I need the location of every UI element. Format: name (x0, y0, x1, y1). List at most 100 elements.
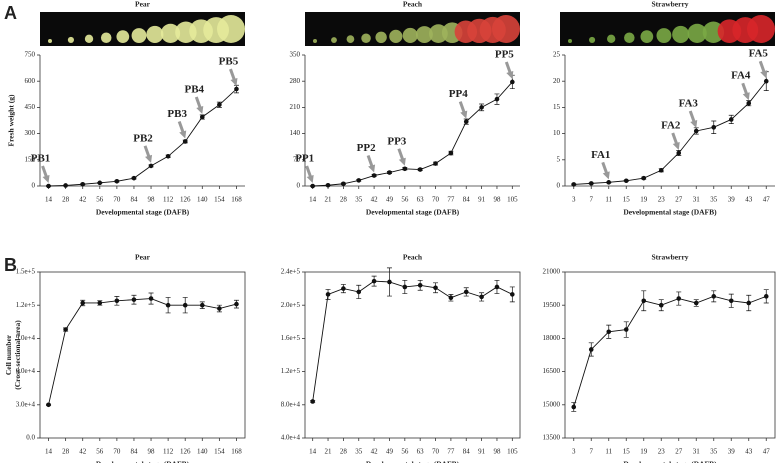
y-tick-label: 0 (297, 182, 301, 190)
y-tick-label: 5 (557, 155, 561, 163)
fruit-photo (84, 34, 94, 43)
x-tick-label: 49 (386, 448, 394, 456)
x-tick-label: 140 (197, 196, 208, 204)
x-tick-label: 43 (745, 196, 753, 204)
x-tick-label: 63 (417, 448, 425, 456)
annotation-arrowhead (506, 70, 514, 79)
y-tick-label: 21000 (543, 268, 561, 276)
y-tick-label: 19500 (543, 301, 561, 309)
data-point (641, 298, 647, 304)
series-line (573, 80, 767, 185)
annotation-arrowhead (179, 130, 187, 139)
x-tick-label: 7 (590, 448, 594, 456)
annotation-arrowhead (742, 92, 750, 101)
x-tick-label: 35 (355, 448, 363, 456)
data-point (433, 285, 438, 291)
x-tick-label: 77 (447, 196, 455, 204)
annotation: PB3 (167, 108, 187, 120)
annotation-arrowhead (145, 154, 153, 163)
x-tick-label: 98 (493, 448, 501, 456)
x-tick-label: 84 (130, 196, 138, 204)
x-axis-title: Developmental stage (DAFB) (96, 460, 190, 463)
data-point (341, 181, 346, 187)
x-tick-label: 154 (214, 196, 225, 204)
x-tick-label: 21 (325, 196, 333, 204)
data-point (341, 286, 346, 291)
data-point (693, 128, 699, 134)
data-point (417, 282, 423, 288)
x-tick-label: 21 (325, 448, 333, 456)
annotation-arrowhead (760, 70, 768, 79)
y-tick-label: 2.0e+5 (281, 301, 301, 309)
y-tick-label: 1.2e+5 (16, 301, 36, 309)
fruit-photo (588, 36, 596, 43)
data-point (182, 139, 188, 144)
y-tick-label: 300 (25, 129, 36, 137)
y-tick-label: 0 (557, 182, 561, 190)
panel-label: B (4, 255, 17, 275)
y-tick-label: 25 (553, 51, 561, 59)
x-tick-label: 28 (340, 196, 348, 204)
y-tick-label: 210 (290, 103, 301, 111)
fruit-photo (160, 23, 181, 43)
x-tick-label: 84 (130, 448, 138, 456)
annotation: PB5 (219, 56, 239, 68)
x-tick-label: 70 (432, 448, 440, 456)
x-tick-label: 14 (309, 448, 317, 456)
data-point (310, 399, 315, 404)
annotation: FA2 (661, 120, 681, 132)
data-point (746, 100, 752, 106)
x-tick-label: 27 (675, 448, 683, 456)
annotation: PB4 (185, 84, 205, 96)
annotation-arrowhead (196, 106, 204, 115)
x-tick-label: 84 (463, 448, 471, 456)
data-point (510, 292, 515, 297)
data-point (114, 178, 120, 184)
x-tick-label: 28 (340, 448, 348, 456)
chart-title: Peach (403, 0, 423, 9)
data-point (182, 302, 188, 308)
fruit-photo (361, 33, 371, 43)
data-point (325, 182, 331, 188)
data-point (448, 295, 454, 301)
x-tick-label: 168 (231, 448, 242, 456)
data-point (711, 125, 717, 130)
data-point (479, 294, 484, 300)
y-tick-label: 2.4e+5 (281, 268, 301, 276)
data-point (763, 78, 769, 84)
y-tick-label: 20 (553, 77, 561, 85)
x-tick-label: 3 (572, 196, 576, 204)
data-point (217, 102, 222, 108)
fruit-photo (624, 32, 635, 43)
data-point (199, 302, 205, 308)
data-point (510, 79, 515, 85)
y-tick-label: 600 (25, 77, 36, 85)
fruit-photo (402, 27, 418, 43)
data-point (46, 183, 51, 189)
annotation-arrowhead (460, 110, 468, 119)
x-tick-label: 19 (640, 448, 648, 456)
data-point (676, 150, 682, 156)
y-tick-label: 0 (32, 182, 36, 190)
x-tick-label: 154 (214, 448, 225, 456)
fruit-photo (146, 25, 164, 43)
data-point (746, 300, 752, 306)
data-point (387, 170, 392, 175)
y-tick-label: 3.0e+4 (16, 400, 36, 408)
data-point (623, 178, 629, 184)
series-line (312, 81, 513, 187)
y-tick-label: 15 (553, 103, 561, 111)
data-point (463, 289, 469, 295)
x-tick-label: 7 (590, 196, 594, 204)
x-tick-label: 168 (231, 196, 242, 204)
fruit-photo (131, 28, 147, 43)
data-point (571, 404, 577, 410)
x-tick-label: 19 (640, 196, 648, 204)
fruit-photo (607, 34, 616, 43)
annotation: PP4 (449, 88, 468, 100)
data-point (148, 296, 154, 301)
x-tick-label: 112 (163, 196, 174, 204)
y-axis-title: Cell number (4, 334, 13, 375)
data-point (165, 302, 171, 308)
